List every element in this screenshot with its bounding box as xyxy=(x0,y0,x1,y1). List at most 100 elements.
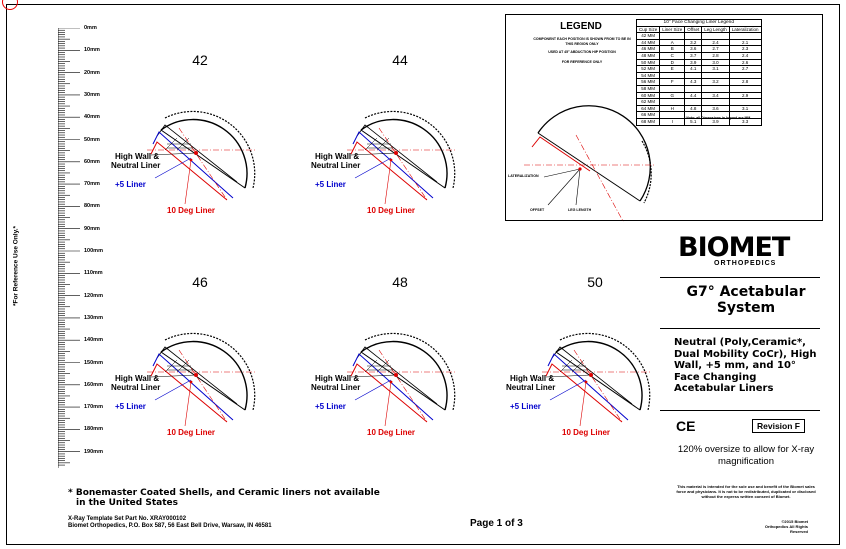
legend-cell: H xyxy=(659,104,686,113)
legend-row: 44 MM A 3.2 2.4 2.1 xyxy=(635,38,762,47)
liner-description: Neutral (Poly,Ceramic*, Dual Mobility Co… xyxy=(674,337,817,394)
legend-diagram xyxy=(524,105,654,222)
legend-cell xyxy=(684,84,703,93)
ce-mark: CE xyxy=(676,418,696,434)
legend-cell: 3.0 xyxy=(701,58,730,67)
legend-cell: 58 MM xyxy=(635,84,661,93)
legend-cell: 2.9 xyxy=(728,91,762,100)
ruler-tick-label: 170mm xyxy=(84,404,103,411)
ruler-tick-label: 180mm xyxy=(84,426,103,433)
ruler-tick-label: 10mm xyxy=(84,47,100,54)
legend-cell: 2.3 xyxy=(728,45,762,53)
shell-drawing xyxy=(542,332,651,427)
copyright: ©2015 Biomet Orthopedics All Rights Rese… xyxy=(764,519,808,534)
plus5-liner-label: +5 Liner xyxy=(115,402,146,411)
ruler-tick-label: 140mm xyxy=(84,337,103,344)
legend-cell xyxy=(684,32,703,40)
ten-deg-liner-label: 10 Deg Liner xyxy=(167,206,216,215)
legend-cell: 3.2 xyxy=(684,38,703,47)
plus5-liner-label: +5 Liner xyxy=(115,180,146,189)
legend-cell xyxy=(659,32,686,40)
legend-cell: 62 MM xyxy=(635,98,661,106)
legend-header-cell: Leg Length xyxy=(701,25,730,34)
legend-row: 42 MM xyxy=(635,32,762,40)
legend-cell xyxy=(659,71,686,80)
ruler-tick-label: 190mm xyxy=(84,448,103,455)
legend-cell: 4.4 xyxy=(684,91,703,100)
ruler-tick-label: 100mm xyxy=(84,248,103,254)
legend-cell: 52 MM xyxy=(635,65,661,73)
shell-template-48: 48 High Wall & Neutral Liner +5 Liner 10 Deg… xyxy=(311,272,465,442)
ruler-tick-label: 120mm xyxy=(84,292,103,299)
legend-cell xyxy=(684,71,703,80)
high-wall-label: High Wall & xyxy=(315,374,360,383)
high-wall-label: High Wall & xyxy=(510,374,555,383)
legend-cell xyxy=(701,71,730,80)
legend-cell: 50 MM xyxy=(635,58,661,67)
ruler-tick-label: 0mm xyxy=(84,25,97,31)
legend-row: 56 MM F 4.3 3.2 2.8 xyxy=(635,78,762,86)
page-border xyxy=(6,4,840,545)
legend-header-cell: Cup Size xyxy=(635,25,661,34)
legend-cell: 2.4 xyxy=(728,51,762,60)
ruler-tick-label: 30mm xyxy=(84,91,100,98)
legend-cell: 66 MM xyxy=(635,111,661,119)
legend-cell: 3.3 xyxy=(728,117,762,126)
ruler-tick-label: 40mm xyxy=(84,114,100,121)
legend-cell: B xyxy=(659,45,686,53)
legend-cell: 5.1 xyxy=(684,117,703,126)
legend-footnote: * Note: all Dimensions in legend are MM. xyxy=(684,116,752,120)
legend-row: 64 MM H 4.8 3.6 3.1 xyxy=(635,104,762,113)
legend-cell: 3.4 xyxy=(701,91,730,100)
measurement-ruler: 0mm 10mm 20mm 30mm 40mm 50mm 60mm 70mm 80mm 90mm 1… xyxy=(58,25,118,478)
legend-cell: 2.8 xyxy=(701,51,730,60)
legend-cell: C xyxy=(659,51,686,60)
ruler-tick-label: 20mm xyxy=(84,69,100,76)
legend-cell: 46 MM xyxy=(635,45,661,53)
legend-cell: 2.6 xyxy=(728,58,762,67)
ruler-tick-label: 50mm xyxy=(84,136,100,143)
system-title: G7° Acetabular System xyxy=(686,284,806,316)
ruler-tick-label: 110mm xyxy=(84,270,103,277)
divider xyxy=(660,328,820,329)
neutral-liner-label: Neutral Liner xyxy=(111,383,161,392)
legend-cell: 3.1 xyxy=(728,104,762,113)
cup-size-label: 48 xyxy=(392,274,408,290)
cup-size-label: 42 xyxy=(192,52,208,68)
revision-box: Revision F xyxy=(752,419,805,433)
legend-cell: 3.2 xyxy=(701,78,730,86)
legend-cell: F xyxy=(659,78,686,86)
legend-cell xyxy=(701,84,730,93)
ten-deg-liner-label: 10 Deg Liner xyxy=(367,428,416,437)
legend-cell: G xyxy=(659,91,686,100)
legend-cell: 2.8 xyxy=(728,78,762,86)
legend-row: 62 MM xyxy=(635,98,762,106)
legend-header-cell: Liner Size xyxy=(659,25,686,34)
cup-size-label: 46 xyxy=(192,274,208,290)
oversize-note: 120% oversize to allow for X-ray magnifi… xyxy=(677,444,815,467)
legend-row: 68 MM I 5.1 3.9 3.3 xyxy=(635,117,762,126)
legend-cell xyxy=(701,98,730,106)
cup-size-label: 44 xyxy=(392,52,408,68)
legend-header-cell: Offset xyxy=(684,25,703,34)
legend-cell: 60 MM xyxy=(635,91,661,100)
plus5-liner-label: +5 Liner xyxy=(315,180,346,189)
legend-cell xyxy=(728,32,762,40)
availability-footnote: * Bonemaster Coated Shells, and Ceramic … xyxy=(68,488,380,508)
cup-size-label: 50 xyxy=(587,274,603,290)
legend-cell: 64 MM xyxy=(635,104,661,113)
legend-cell xyxy=(728,71,762,80)
legend-label-leg-length: LEG LENGTH xyxy=(568,208,592,212)
shell-template-46: 46 High Wall & Neutral Liner +5 Liner 10 Deg… xyxy=(111,272,265,442)
legend-cell xyxy=(728,84,762,93)
legend-cell xyxy=(659,111,686,119)
liner-legend-table: 10° Face Changing Liner Legend Cup Size L… xyxy=(635,19,762,126)
part-number-block: X-Ray Template Set Part No. XRAY000102 B… xyxy=(68,516,272,530)
legend-row: 48 MM C 3.7 2.8 2.4 xyxy=(635,51,762,60)
legend-cell: 3.6 xyxy=(701,104,730,113)
legend-cell xyxy=(684,98,703,106)
legend-header-cell: Lateralization xyxy=(728,25,762,34)
legend-cell: 2.7 xyxy=(728,65,762,73)
company-address: Biomet Orthopedics, P.O. Box 587, 56 Eas… xyxy=(68,523,272,529)
